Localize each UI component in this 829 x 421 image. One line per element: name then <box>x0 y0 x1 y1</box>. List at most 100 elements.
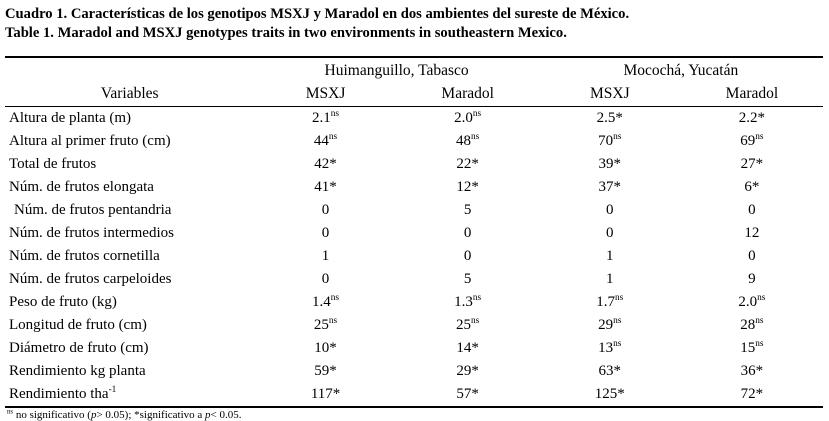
table-title-english: Table 1. Maradol and MSXJ genotypes trai… <box>5 25 567 41</box>
value-cell: 0 <box>463 225 472 241</box>
value-cell: 9 <box>748 271 756 287</box>
significance-superscript: ns <box>755 132 764 142</box>
value-cell: 59* <box>314 363 337 379</box>
table-row: Longitud de fruto (cm) 25ns 25ns 29ns 28ns <box>5 314 823 337</box>
footnote-text-2: > 0.05); *significativo a <box>96 409 206 421</box>
significance-superscript: ns <box>471 316 480 326</box>
col-header-maradol-mococha: Maradol <box>680 83 823 107</box>
significance-superscript: ns <box>755 316 764 326</box>
col-header-msxj-huimanguillo: MSXJ <box>254 83 397 107</box>
footnote-p-italic-1: p <box>90 409 97 421</box>
significance-superscript: ns <box>330 293 340 303</box>
value-cell: 28ns <box>740 316 764 333</box>
variable-label: Rendimiento tha-1 <box>5 383 255 408</box>
value-cell: 13ns <box>598 339 622 356</box>
table-row: Núm. de frutos cornetilla 1 0 1 0 <box>5 245 823 268</box>
value-cell: 27* <box>740 156 764 172</box>
value-cell: 72* <box>680 383 823 408</box>
value-cell: 0 <box>321 271 330 287</box>
value-cell: 1.4ns <box>312 293 340 310</box>
value-cell: 57* <box>396 383 539 408</box>
value-cell: 0 <box>748 248 756 264</box>
value-cell: 44ns <box>313 132 338 149</box>
table-row: Rendimiento kg planta 59* 29* 63* 36* <box>5 360 823 383</box>
significance-superscript: ns <box>757 293 766 303</box>
table-title-spanish: Cuadro 1. Características de los genotip… <box>5 6 630 22</box>
value-cell: 36* <box>740 363 764 379</box>
genotype-header-row: Variables MSXJ Maradol MSXJ Maradol <box>5 83 823 107</box>
table-row: Núm. de frutos carpeloides 0 5 1 9 <box>5 268 823 291</box>
value-cell: 37* <box>598 179 622 195</box>
value-cell: 39* <box>598 156 622 172</box>
variable-label: Núm. de frutos elongata <box>9 179 154 195</box>
value-cell: 2.0ns <box>738 293 766 310</box>
value-cell: 14* <box>456 340 479 356</box>
significance-superscript: ns <box>613 316 622 326</box>
value-cell: 5 <box>463 271 472 287</box>
table-header: Huimanguillo, Tabasco Mocochá, Yucatán V… <box>5 56 823 107</box>
value-cell: 48ns <box>456 132 480 149</box>
value-cell: 0 <box>748 202 756 218</box>
value-cell: 29* <box>456 363 479 379</box>
value-cell: 2.5* <box>596 110 623 126</box>
value-cell: 117* <box>254 383 397 408</box>
significance-superscript: ns <box>755 339 764 349</box>
value-cell: 2.0ns <box>454 109 482 126</box>
value-cell: 12* <box>456 179 479 195</box>
footnote-p-italic-2: p <box>205 409 211 421</box>
value-cell: 2.1ns <box>312 109 340 126</box>
variables-column-header: Variables <box>5 83 255 107</box>
significance-superscript: ns <box>328 132 338 142</box>
col-header-maradol-huimanguillo: Maradol <box>396 83 539 107</box>
table-row: Peso de fruto (kg) 1.4ns 1.3ns 1.7ns 2.0ns <box>5 291 823 314</box>
col-header-msxj-mococha: MSXJ <box>538 83 681 107</box>
environment-group-row: Huimanguillo, Tabasco Mocochá, Yucatán <box>5 56 823 83</box>
variable-label: Núm. de frutos intermedios <box>9 225 174 241</box>
table-caption: Cuadro 1. Características de los genotip… <box>5 5 823 43</box>
significance-superscript: ns <box>472 109 482 119</box>
value-cell: 12 <box>744 225 760 241</box>
table-row: Núm. de frutos elongata 41* 12* 37* 6* <box>5 176 823 199</box>
variable-label: Núm. de frutos cornetilla <box>9 248 160 264</box>
value-cell: 22* <box>456 156 479 172</box>
table-row: Rendimiento tha-1 117* 57* 125* 72* <box>5 383 823 408</box>
value-cell: 0 <box>321 202 330 218</box>
value-cell: 42* <box>314 156 337 172</box>
value-cell: 69ns <box>740 132 764 149</box>
variable-superscript: -1 <box>108 385 117 395</box>
value-cell: 0 <box>321 225 330 241</box>
value-cell: 29ns <box>598 316 622 333</box>
value-cell: 0 <box>606 225 614 241</box>
value-cell: 1 <box>321 248 330 264</box>
group-header-mococha: Mocochá, Yucatán <box>538 56 823 83</box>
value-cell: 1 <box>606 271 614 287</box>
value-cell: 2.2* <box>738 110 766 126</box>
group-header-huimanguillo: Huimanguillo, Tabasco <box>254 56 539 83</box>
value-cell: 0 <box>606 202 614 218</box>
significance-superscript: ns <box>613 132 622 142</box>
table-row: Altura de planta (m) 2.1ns 2.0ns 2.5* 2.2* <box>5 107 823 131</box>
value-cell: 10* <box>314 340 337 356</box>
significance-superscript: ns <box>472 293 482 303</box>
value-cell: 41* <box>314 179 337 195</box>
value-cell: 0 <box>463 248 472 264</box>
variable-label: Diámetro de fruto (cm) <box>9 340 149 356</box>
variable-label: Núm. de frutos pentandria <box>14 202 172 218</box>
value-cell: 25ns <box>313 316 338 333</box>
variable-label: Núm. de frutos carpeloides <box>9 271 172 287</box>
genotypes-table: Huimanguillo, Tabasco Mocochá, Yucatán V… <box>5 56 823 408</box>
significance-superscript: ns <box>330 109 340 119</box>
variable-label: Rendimiento kg planta <box>9 363 146 379</box>
table-body: Altura de planta (m) 2.1ns 2.0ns 2.5* 2.2* Al… <box>5 107 823 408</box>
table-row: Núm. de frutos pentandria 0 5 0 0 <box>5 199 823 222</box>
table-row: Diámetro de fruto (cm) 10* 14* 13ns 15ns <box>5 337 823 360</box>
table-row: Altura al primer fruto (cm) 44ns 48ns 70ns 6… <box>5 130 823 153</box>
value-cell: 15ns <box>740 339 764 356</box>
value-cell: 6* <box>744 179 760 195</box>
variable-label: Altura al primer fruto (cm) <box>9 133 171 149</box>
significance-superscript: ns <box>613 339 622 349</box>
value-cell: 1.7ns <box>596 293 624 310</box>
significance-superscript: ns <box>615 293 624 303</box>
significance-footnote: ns no significativo (p> 0.05); *signific… <box>5 408 823 421</box>
